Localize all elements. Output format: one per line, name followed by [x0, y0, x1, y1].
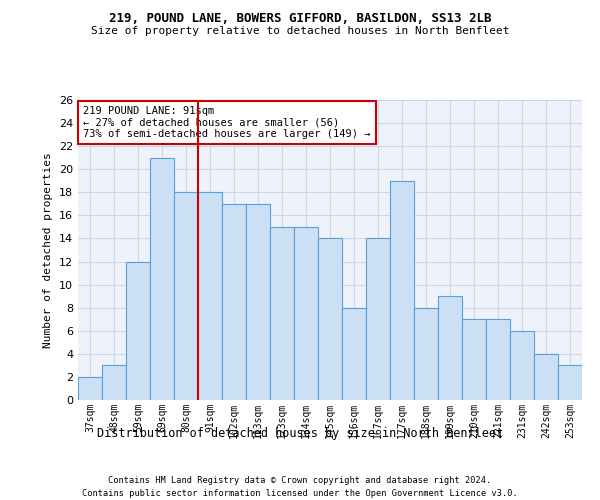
Bar — [462, 319, 486, 400]
Bar — [558, 366, 582, 400]
Bar — [126, 262, 150, 400]
Bar — [198, 192, 222, 400]
Bar — [78, 377, 102, 400]
Bar — [294, 227, 318, 400]
Bar — [414, 308, 438, 400]
Bar — [102, 366, 126, 400]
Bar — [174, 192, 198, 400]
Text: Contains HM Land Registry data © Crown copyright and database right 2024.: Contains HM Land Registry data © Crown c… — [109, 476, 491, 485]
Bar — [150, 158, 174, 400]
Bar — [534, 354, 558, 400]
Text: Size of property relative to detached houses in North Benfleet: Size of property relative to detached ho… — [91, 26, 509, 36]
Bar — [486, 319, 510, 400]
Bar — [366, 238, 390, 400]
Text: 219 POUND LANE: 91sqm
← 27% of detached houses are smaller (56)
73% of semi-deta: 219 POUND LANE: 91sqm ← 27% of detached … — [83, 106, 371, 139]
Text: Contains public sector information licensed under the Open Government Licence v3: Contains public sector information licen… — [82, 489, 518, 498]
Bar — [270, 227, 294, 400]
Bar — [246, 204, 270, 400]
Text: Distribution of detached houses by size in North Benfleet: Distribution of detached houses by size … — [97, 428, 503, 440]
Bar — [222, 204, 246, 400]
Bar — [438, 296, 462, 400]
Bar — [510, 331, 534, 400]
Bar — [342, 308, 366, 400]
Bar — [318, 238, 342, 400]
Y-axis label: Number of detached properties: Number of detached properties — [43, 152, 53, 348]
Text: 219, POUND LANE, BOWERS GIFFORD, BASILDON, SS13 2LB: 219, POUND LANE, BOWERS GIFFORD, BASILDO… — [109, 12, 491, 26]
Bar — [390, 181, 414, 400]
